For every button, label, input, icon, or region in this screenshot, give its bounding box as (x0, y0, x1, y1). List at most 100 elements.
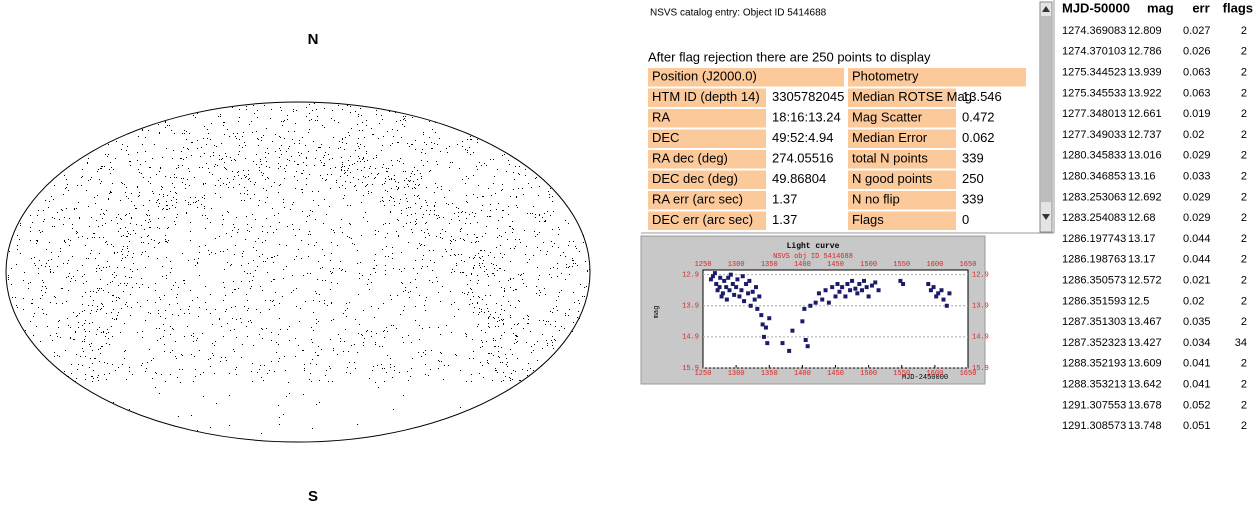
data-point (808, 304, 812, 308)
measurement-cell: 1283.253063 (1062, 191, 1126, 203)
measurement-cell: 2 (1241, 254, 1247, 266)
data-point (862, 279, 866, 283)
data-point (767, 316, 771, 320)
data-point (843, 294, 847, 298)
field-label: Mag Scatter (852, 110, 923, 125)
measurement-cell: 0.044 (1183, 233, 1211, 245)
measurement-cell: 13.678 (1128, 399, 1162, 411)
field-label: DEC (652, 130, 679, 145)
data-point (781, 341, 785, 345)
data-point (739, 288, 743, 292)
light-curve-subtitle: NSVS obj ID 5414688 (773, 253, 853, 261)
measurement-cell: 2 (1241, 233, 1247, 245)
measurement-cell: 13.427 (1128, 337, 1162, 349)
data-point (865, 285, 869, 289)
data-point (718, 276, 722, 280)
x-tick-label: 1300 (728, 261, 745, 269)
data-point (729, 273, 733, 277)
measurement-cell: 12.809 (1128, 25, 1162, 37)
field-label: DEC err (arc sec) (652, 212, 753, 227)
measurement-cell: 12.572 (1128, 275, 1162, 287)
field-value: 339 (962, 192, 984, 207)
measurement-cell: 2 (1241, 379, 1247, 391)
data-point (817, 291, 821, 295)
x-tick-label: 1550 (893, 370, 910, 378)
data-point (827, 301, 831, 305)
measurement-cell: 13.16 (1128, 171, 1156, 183)
measurement-cell: 0.035 (1183, 316, 1211, 328)
field-value: 250 (962, 171, 984, 186)
measurement-cell: 0.021 (1183, 275, 1211, 287)
sky-dots (8, 103, 590, 434)
measurement-cell: 12.737 (1128, 129, 1162, 141)
measurement-cell: 2 (1241, 150, 1247, 162)
field-value: 1.37 (772, 212, 797, 227)
measurement-cell: 0.052 (1183, 399, 1211, 411)
x-tick-label: 1650 (960, 261, 977, 269)
field-label: HTM ID (depth 14) (652, 89, 760, 104)
column-header: mag (1147, 0, 1174, 15)
y-axis-label: mag (653, 306, 661, 319)
data-point (947, 291, 951, 295)
measurement-cell: 0.063 (1183, 67, 1211, 79)
measurement-cell: 13.467 (1128, 316, 1162, 328)
data-point (718, 285, 722, 289)
measurement-cell: 2 (1241, 212, 1247, 224)
data-point (940, 288, 944, 292)
field-label: N no flip (852, 192, 900, 207)
measurement-cell: 13.748 (1128, 420, 1162, 432)
measurement-cell: 2 (1241, 171, 1247, 183)
y-tick-label: 13.9 (972, 303, 989, 311)
measurement-cell: 2 (1241, 67, 1247, 79)
data-point (764, 326, 768, 330)
data-point (926, 282, 930, 286)
measurement-cell: 0.029 (1183, 150, 1211, 162)
measurement-cell: 0.029 (1183, 212, 1211, 224)
y-tick-label: 12.9 (682, 272, 699, 280)
measurement-cell: 12.5 (1128, 295, 1149, 307)
field-value: 339 (962, 151, 984, 166)
x-tick-label: 1450 (827, 261, 844, 269)
measurement-cell: 2 (1241, 25, 1247, 37)
data-point (850, 279, 854, 283)
data-point (845, 282, 849, 286)
header-text: Position (J2000.0) (652, 69, 757, 84)
measurement-cell: 2 (1241, 316, 1247, 328)
measurement-cell: 12.661 (1128, 108, 1162, 120)
measurement-cell: 13.016 (1128, 150, 1162, 162)
measurement-cell: 0.033 (1183, 171, 1211, 183)
catalog-title: NSVS catalog entry: Object ID 5414688 (650, 8, 827, 19)
measurement-cell: 1277.348013 (1062, 108, 1126, 120)
field-label: total N points (852, 151, 928, 166)
x-tick-label: 1550 (893, 261, 910, 269)
data-point (824, 288, 828, 292)
measurement-cell: 0.051 (1183, 420, 1211, 432)
data-point (830, 285, 834, 289)
column-header: flags (1223, 0, 1253, 15)
data-point (932, 285, 936, 289)
data-point (790, 329, 794, 333)
data-point (742, 299, 746, 303)
data-point (732, 293, 736, 297)
data-point (873, 280, 877, 284)
field-value: 0.472 (962, 110, 995, 125)
data-point (814, 301, 818, 305)
data-point (741, 274, 745, 278)
measurement-cell: 2 (1241, 129, 1247, 141)
field-value: 49:52:4.94 (772, 130, 833, 145)
measurement-cell: 1275.344523 (1062, 67, 1126, 79)
field-value: 274.05516 (772, 151, 833, 166)
field-value: 0.062 (962, 130, 995, 145)
measurement-cell: 12.68 (1128, 212, 1156, 224)
measurement-cell: 2 (1241, 46, 1247, 58)
data-point (941, 298, 945, 302)
measurement-cell: 12.786 (1128, 46, 1162, 58)
field-label: DEC dec (deg) (652, 171, 738, 186)
measurement-cell: 1280.346853 (1062, 171, 1126, 183)
field-label: N good points (852, 171, 933, 186)
data-point (722, 279, 726, 283)
scroll-thumb[interactable] (1041, 16, 1051, 202)
data-point (762, 335, 766, 339)
data-point (853, 287, 857, 291)
data-point (725, 298, 729, 302)
